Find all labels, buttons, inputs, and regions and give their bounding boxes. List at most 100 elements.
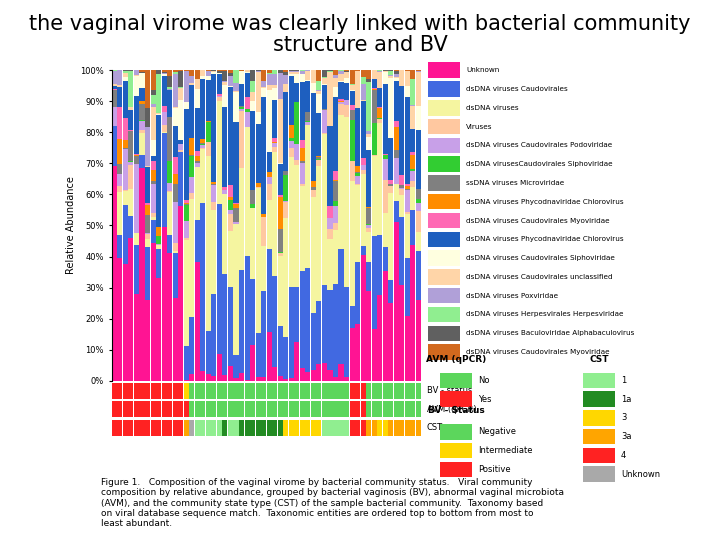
Bar (117, 85, 122, 87)
Bar (167, 383, 172, 399)
Bar (283, 379, 288, 381)
Bar (272, 275, 277, 367)
Bar (123, 73, 128, 77)
Bar (112, 383, 117, 399)
Bar (178, 150, 184, 152)
Bar (212, 401, 217, 417)
Bar (383, 153, 388, 156)
Bar (150, 184, 156, 213)
Bar (245, 256, 250, 380)
Bar (328, 206, 333, 218)
Bar (394, 127, 399, 150)
Bar (128, 420, 133, 436)
Text: AVM (qPCR): AVM (qPCR) (427, 405, 477, 414)
Bar (134, 154, 139, 156)
Bar (228, 197, 233, 200)
Bar (206, 156, 211, 330)
Bar (355, 172, 360, 176)
Bar (316, 420, 321, 436)
Bar (361, 173, 366, 246)
Bar (228, 214, 233, 231)
Bar (250, 401, 255, 417)
Bar (316, 383, 321, 399)
Bar (206, 70, 211, 71)
Bar (261, 246, 266, 291)
Bar (333, 181, 338, 201)
Bar (233, 224, 238, 355)
Bar (134, 383, 139, 399)
Bar (278, 195, 283, 197)
Bar (167, 183, 172, 191)
Bar (167, 161, 172, 183)
Bar (316, 90, 321, 91)
Bar (145, 300, 150, 381)
Bar (394, 150, 399, 158)
Bar (366, 82, 372, 131)
Bar (117, 139, 122, 164)
Bar (245, 380, 250, 381)
Text: Unknown: Unknown (467, 67, 500, 73)
Bar (289, 74, 294, 76)
Bar (150, 107, 156, 139)
Bar (283, 401, 288, 417)
Bar (388, 280, 393, 303)
Bar (300, 140, 305, 149)
Bar (256, 401, 261, 417)
Bar (228, 76, 233, 86)
Bar (278, 70, 283, 73)
Bar (377, 383, 382, 399)
Bar (161, 383, 166, 399)
Bar (123, 205, 128, 264)
Bar (355, 324, 360, 381)
Bar (416, 383, 421, 399)
Bar (228, 420, 233, 436)
Bar (338, 383, 343, 399)
Bar (294, 160, 300, 165)
Bar (394, 158, 399, 184)
Bar (416, 251, 421, 300)
Bar (212, 420, 217, 436)
Bar (405, 383, 410, 399)
Bar (212, 211, 217, 294)
Bar (372, 123, 377, 155)
Text: 3: 3 (621, 413, 626, 422)
Bar (184, 102, 189, 109)
Bar (283, 70, 288, 72)
Bar (123, 383, 128, 399)
Bar (194, 163, 200, 167)
Bar (117, 174, 122, 186)
Bar (338, 420, 343, 436)
Bar (261, 87, 266, 89)
Bar (222, 383, 228, 399)
Bar (300, 420, 305, 436)
Bar (355, 401, 360, 417)
Bar (400, 185, 405, 188)
Bar (283, 201, 288, 218)
Bar (300, 186, 305, 271)
Bar (388, 71, 393, 75)
Bar (383, 156, 388, 159)
Bar (349, 120, 355, 161)
Bar (361, 84, 366, 100)
Bar (333, 401, 338, 417)
Bar (405, 186, 410, 188)
Bar (289, 141, 294, 148)
Bar (333, 201, 338, 206)
Bar (311, 197, 316, 313)
Bar (217, 71, 222, 73)
Text: dsDNA viruses Caudovirales Siphoviridae: dsDNA viruses Caudovirales Siphoviridae (467, 255, 615, 261)
Bar (228, 401, 233, 417)
Bar (338, 99, 343, 102)
Bar (206, 76, 211, 80)
Bar (140, 401, 145, 417)
Bar (278, 326, 283, 376)
Bar (200, 76, 205, 79)
Bar (372, 236, 377, 329)
Bar (161, 106, 166, 112)
Bar (583, 467, 615, 482)
Bar (134, 76, 139, 96)
Bar (245, 72, 250, 73)
Bar (161, 401, 166, 417)
Bar (388, 186, 393, 193)
Bar (272, 383, 277, 399)
